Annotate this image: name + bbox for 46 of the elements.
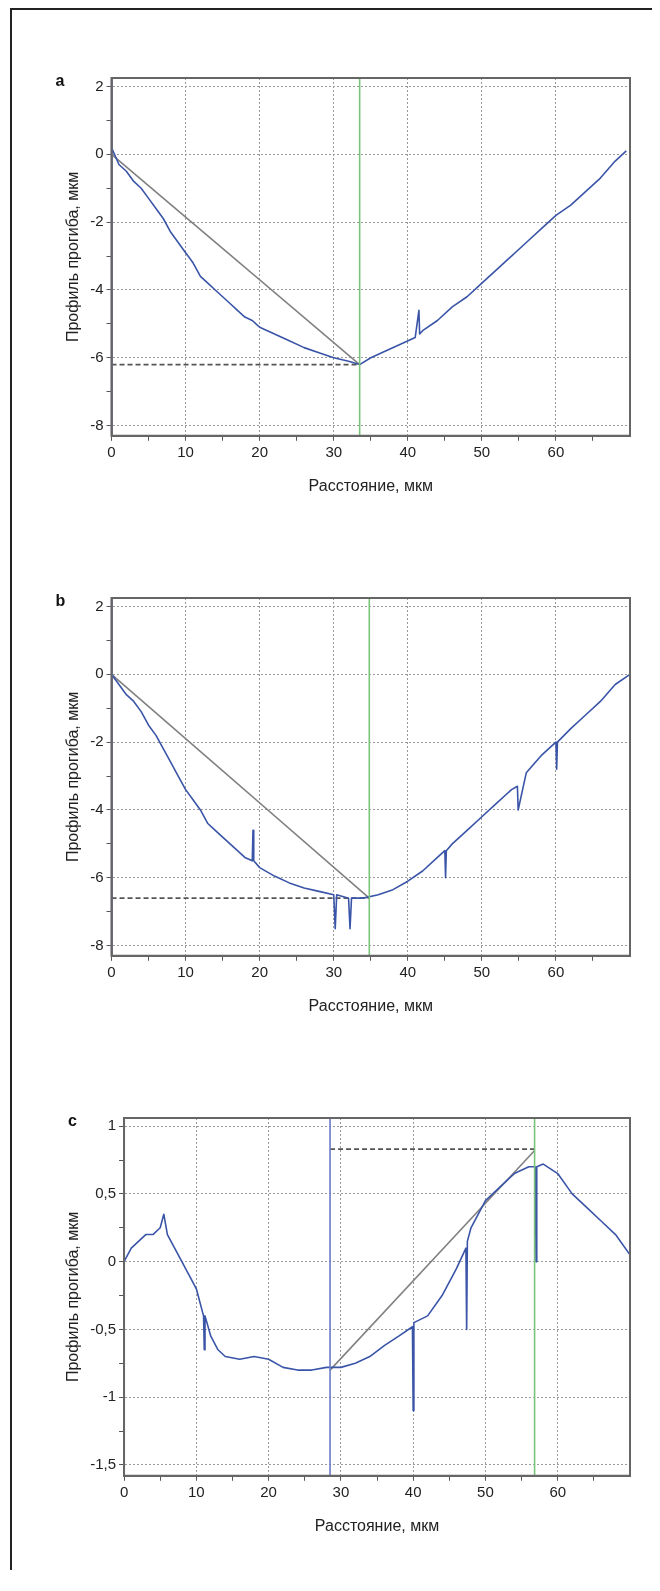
x-axis-title: Расстояние, мкм <box>314 1516 440 1534</box>
y-tick-label: 0 <box>107 1251 117 1269</box>
x-tick-label: 0 <box>119 1482 129 1500</box>
x-tick-label: 30 <box>325 962 343 980</box>
x-tick-label: 50 <box>473 442 491 460</box>
x-tick-label: 20 <box>251 442 269 460</box>
x-tick-label: 40 <box>404 1482 422 1500</box>
y-tick-label: 0,5 <box>95 1184 117 1202</box>
x-tick-label: 20 <box>251 962 269 980</box>
y-tick-label: -4 <box>90 280 104 298</box>
x-tick-label: 10 <box>177 962 194 980</box>
y-tick-label: 1 <box>107 1116 117 1134</box>
y-axis-title: Профиль прогиба, мкм <box>64 171 82 343</box>
y-tick-label: -2 <box>90 212 104 230</box>
x-axis-title: Расстояние, мкм <box>308 996 433 1014</box>
y-tick-label: -4 <box>90 800 104 818</box>
x-tick-label: 10 <box>177 442 194 460</box>
y-tick-label: -6 <box>90 867 104 885</box>
x-tick-label: 20 <box>260 1482 277 1500</box>
y-tick-label: 2 <box>95 596 104 614</box>
y-tick-label: 2 <box>95 76 104 94</box>
y-axis-title: Профиль прогиба, мкм <box>64 691 82 863</box>
y-tick-label: -0,5 <box>90 1319 117 1337</box>
y-tick-label: -8 <box>90 935 104 953</box>
chart-title: b <box>55 592 66 610</box>
x-tick-label: 30 <box>325 442 343 460</box>
y-tick-label: 0 <box>95 664 104 682</box>
y-tick-label: 0 <box>95 144 104 162</box>
y-tick-label: -1 <box>102 1387 117 1405</box>
chart-title: a <box>55 72 65 90</box>
y-tick-label: -6 <box>90 347 104 365</box>
y-tick-label: -8 <box>90 415 104 433</box>
x-tick-label: 50 <box>473 962 491 980</box>
chart-title: c <box>68 1112 78 1130</box>
x-axis-title: Расстояние, мкм <box>308 476 433 494</box>
x-tick-label: 60 <box>549 1482 567 1500</box>
x-tick-label: 40 <box>399 962 417 980</box>
x-tick-label: 50 <box>477 1482 494 1500</box>
y-tick-label: -1,5 <box>90 1455 117 1473</box>
y-axis-title: Профиль прогиба, мкм <box>64 1211 82 1383</box>
x-tick-label: 40 <box>399 442 417 460</box>
x-tick-label: 10 <box>187 1482 205 1500</box>
x-tick-label: 60 <box>547 442 565 460</box>
y-tick-label: -2 <box>90 732 104 750</box>
x-tick-label: 60 <box>547 962 565 980</box>
x-tick-label: 30 <box>332 1482 350 1500</box>
